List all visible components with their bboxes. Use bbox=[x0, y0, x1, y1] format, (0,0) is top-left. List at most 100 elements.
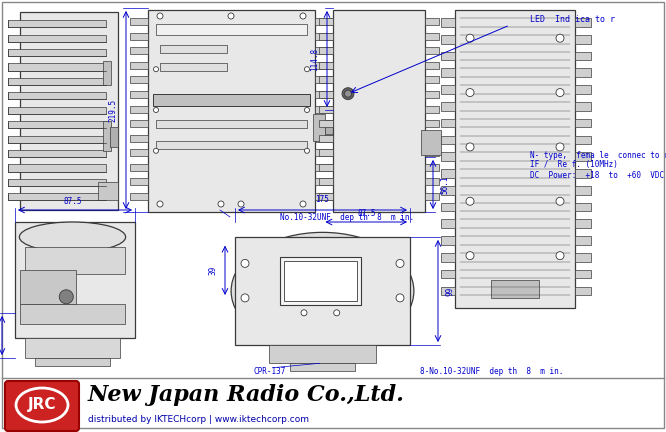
Bar bbox=[8, 179, 106, 186]
Circle shape bbox=[342, 88, 354, 100]
Circle shape bbox=[301, 310, 307, 316]
Bar bbox=[235, 237, 410, 345]
Ellipse shape bbox=[16, 388, 68, 422]
Text: N- type,  fema le  connec to r: N- type, fema le connec to r bbox=[530, 150, 666, 159]
Bar bbox=[269, 345, 376, 363]
Bar bbox=[8, 107, 106, 114]
Circle shape bbox=[241, 294, 249, 302]
Bar bbox=[575, 169, 591, 178]
Bar bbox=[8, 165, 106, 172]
Circle shape bbox=[334, 310, 340, 316]
Bar bbox=[425, 18, 439, 25]
Bar bbox=[156, 140, 307, 149]
Bar bbox=[35, 358, 110, 366]
Text: 87.5: 87.5 bbox=[357, 210, 376, 219]
Bar bbox=[425, 178, 439, 185]
Circle shape bbox=[556, 197, 564, 205]
Bar bbox=[319, 193, 333, 200]
Bar bbox=[98, 182, 118, 200]
Bar bbox=[8, 92, 106, 99]
Bar bbox=[425, 120, 439, 127]
Bar bbox=[575, 18, 591, 27]
Bar bbox=[156, 24, 307, 35]
Bar bbox=[130, 76, 148, 83]
Bar bbox=[441, 68, 455, 77]
Bar bbox=[425, 135, 439, 142]
Bar bbox=[319, 149, 333, 156]
Bar bbox=[20, 12, 118, 210]
Bar bbox=[441, 152, 455, 161]
Bar bbox=[25, 247, 125, 274]
Bar bbox=[575, 35, 591, 44]
Bar bbox=[110, 127, 118, 147]
Bar bbox=[315, 91, 333, 98]
Bar bbox=[441, 286, 455, 295]
Bar bbox=[25, 338, 120, 358]
Bar bbox=[319, 164, 333, 171]
Bar bbox=[130, 120, 148, 127]
Bar bbox=[575, 203, 591, 211]
Text: No.10-32UNF  dep th  8  m in.: No.10-32UNF dep th 8 m in. bbox=[280, 213, 414, 222]
Bar bbox=[15, 222, 135, 338]
Text: distributed by IKTECHcorp | www.iktechcorp.com: distributed by IKTECHcorp | www.iktechco… bbox=[88, 416, 309, 425]
Bar bbox=[319, 48, 333, 54]
Bar bbox=[315, 62, 333, 69]
Bar bbox=[315, 149, 333, 156]
Bar bbox=[575, 51, 591, 60]
Bar bbox=[325, 120, 333, 134]
Bar bbox=[425, 106, 439, 113]
Bar bbox=[130, 91, 148, 98]
Bar bbox=[315, 120, 333, 127]
Bar bbox=[425, 62, 439, 69]
Bar bbox=[153, 94, 310, 106]
Bar bbox=[425, 48, 439, 54]
Bar bbox=[575, 270, 591, 279]
Circle shape bbox=[396, 294, 404, 302]
Bar bbox=[284, 260, 357, 301]
Bar bbox=[130, 33, 148, 40]
Circle shape bbox=[396, 259, 404, 267]
Bar bbox=[8, 78, 106, 85]
Bar bbox=[319, 62, 333, 69]
Text: New Japan Radio Co.,Ltd.: New Japan Radio Co.,Ltd. bbox=[88, 384, 405, 406]
Bar bbox=[315, 135, 333, 142]
Circle shape bbox=[304, 108, 310, 112]
Circle shape bbox=[556, 89, 564, 97]
Bar bbox=[441, 119, 455, 127]
Bar bbox=[455, 10, 575, 308]
Circle shape bbox=[228, 13, 234, 19]
Bar bbox=[315, 76, 333, 83]
Bar bbox=[130, 48, 148, 54]
Circle shape bbox=[157, 13, 163, 19]
Bar bbox=[148, 10, 315, 212]
Circle shape bbox=[218, 201, 224, 207]
Bar bbox=[319, 18, 333, 25]
Circle shape bbox=[304, 148, 310, 153]
Bar bbox=[130, 62, 148, 69]
Bar bbox=[8, 49, 106, 56]
Bar bbox=[315, 33, 333, 40]
Bar bbox=[103, 60, 111, 85]
Bar bbox=[491, 280, 539, 298]
Bar bbox=[315, 106, 333, 113]
Ellipse shape bbox=[231, 232, 414, 349]
Bar bbox=[441, 51, 455, 60]
Text: 87.5: 87.5 bbox=[63, 197, 82, 206]
Bar bbox=[319, 120, 333, 127]
Bar bbox=[575, 236, 591, 245]
Bar bbox=[333, 10, 425, 212]
Bar bbox=[425, 76, 439, 83]
Bar bbox=[319, 106, 333, 113]
Bar bbox=[441, 236, 455, 245]
Circle shape bbox=[466, 89, 474, 97]
Bar bbox=[130, 135, 148, 142]
Bar bbox=[575, 68, 591, 77]
Bar bbox=[130, 193, 148, 200]
Circle shape bbox=[153, 108, 159, 112]
Bar bbox=[441, 35, 455, 44]
Circle shape bbox=[304, 67, 310, 72]
Text: JRC: JRC bbox=[28, 397, 56, 413]
Circle shape bbox=[466, 34, 474, 42]
FancyBboxPatch shape bbox=[5, 381, 79, 431]
Bar bbox=[130, 178, 148, 185]
